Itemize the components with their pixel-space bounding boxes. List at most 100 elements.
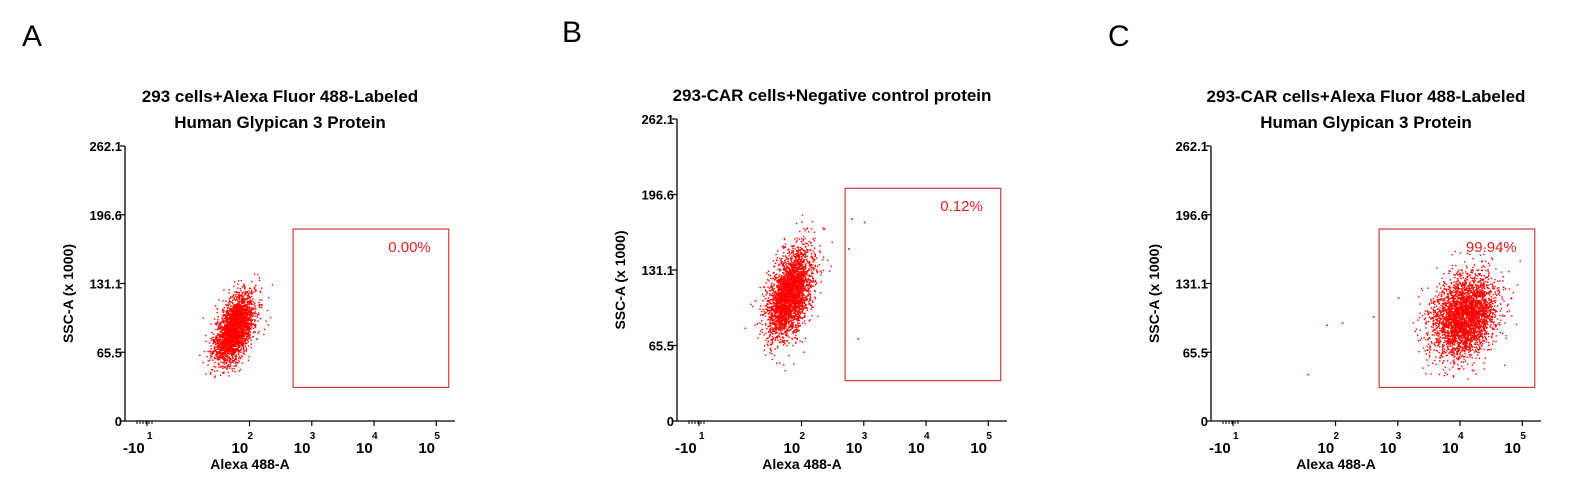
event-dot <box>212 359 214 361</box>
event-dot <box>226 312 229 314</box>
event-dot <box>227 346 229 349</box>
event-dot <box>805 303 808 306</box>
event-dot <box>765 290 767 292</box>
event-dot <box>785 320 787 322</box>
event-dot <box>215 357 217 360</box>
event-dot <box>236 299 238 301</box>
event-dot <box>806 289 808 291</box>
event-dot <box>223 351 225 353</box>
x-tick-label-base: 10 <box>970 440 987 457</box>
event-dot <box>243 291 245 293</box>
event-dot <box>794 291 796 294</box>
event-dot <box>250 292 252 294</box>
event-dot <box>229 348 231 351</box>
event-dot <box>215 353 217 356</box>
event-dot <box>795 294 797 296</box>
event-dot <box>773 279 776 281</box>
event-dot <box>798 277 800 279</box>
event-dot <box>246 300 249 302</box>
event-dot <box>816 271 819 274</box>
event-dot <box>761 320 763 322</box>
event-dot <box>810 255 813 257</box>
event-dot <box>792 331 794 333</box>
event-dot <box>795 222 798 225</box>
event-dot <box>782 255 784 257</box>
event-dot <box>250 301 252 303</box>
event-dot <box>251 312 253 314</box>
event-dot <box>796 268 799 270</box>
event-dot <box>243 302 246 304</box>
event-dot <box>783 266 785 268</box>
event-dot <box>254 273 256 275</box>
event-dot <box>779 295 782 297</box>
event-dot <box>223 363 226 365</box>
event-dot <box>221 349 224 351</box>
event-dot <box>785 282 787 285</box>
event-dot <box>230 328 232 331</box>
event-dot <box>229 315 231 318</box>
event-dot <box>816 257 818 259</box>
event-dot <box>783 306 785 309</box>
event-dot <box>779 257 781 260</box>
event-dot <box>788 336 790 338</box>
event-dot <box>813 260 815 262</box>
event-dot <box>241 332 244 334</box>
event-dot <box>788 266 790 268</box>
event-dot <box>780 283 783 285</box>
event-dot <box>794 318 797 320</box>
event-dot <box>802 298 804 300</box>
event-dot <box>787 262 789 265</box>
event-dot <box>239 309 241 311</box>
event-dot <box>246 308 249 310</box>
event-dot <box>802 292 804 294</box>
event-dot <box>769 349 772 351</box>
event-dot <box>218 343 220 345</box>
event-dot <box>225 304 227 306</box>
x-tick-label-base: 10 <box>232 440 249 457</box>
event-dot <box>764 323 767 325</box>
event-dot <box>793 300 795 302</box>
event-dot <box>797 277 799 280</box>
event-dot <box>797 312 799 314</box>
event-dot <box>762 314 764 316</box>
event-dot <box>244 299 246 301</box>
event-dot <box>218 352 220 354</box>
event-dot <box>811 301 814 304</box>
event-dot <box>773 327 776 330</box>
event-dot <box>242 296 244 299</box>
event-dot <box>785 275 787 277</box>
event-dot <box>229 341 231 344</box>
event-dot <box>232 311 234 313</box>
event-dot <box>770 344 772 346</box>
event-dot <box>242 304 244 307</box>
event-dot <box>790 316 792 318</box>
event-dot <box>246 298 249 300</box>
event-dot <box>230 358 232 361</box>
event-dot <box>233 334 236 336</box>
event-dot <box>804 253 807 255</box>
event-dot <box>230 310 232 313</box>
event-dot <box>229 319 231 321</box>
event-dot <box>761 323 763 326</box>
event-dot <box>236 315 238 317</box>
event-dot <box>786 307 788 309</box>
event-dot <box>792 332 794 334</box>
event-dot <box>779 316 782 319</box>
event-dot <box>795 253 798 255</box>
flow-plot-b: 293-CAR cells+Negative control protein06… <box>612 86 1007 472</box>
event-dot <box>776 280 778 282</box>
event-dot <box>248 329 250 331</box>
event-dot <box>235 311 238 313</box>
event-dot <box>237 334 239 336</box>
event-dot <box>794 326 796 329</box>
event-dot <box>796 286 798 289</box>
event-dot <box>254 319 256 321</box>
event-dot <box>216 340 218 342</box>
event-dot <box>788 294 790 297</box>
event-dot <box>263 333 265 336</box>
event-dot <box>789 277 791 279</box>
event-dot <box>773 265 775 268</box>
event-dot <box>249 299 252 301</box>
x-tick-label-base: 10 <box>356 440 373 457</box>
event-dot <box>804 264 806 266</box>
